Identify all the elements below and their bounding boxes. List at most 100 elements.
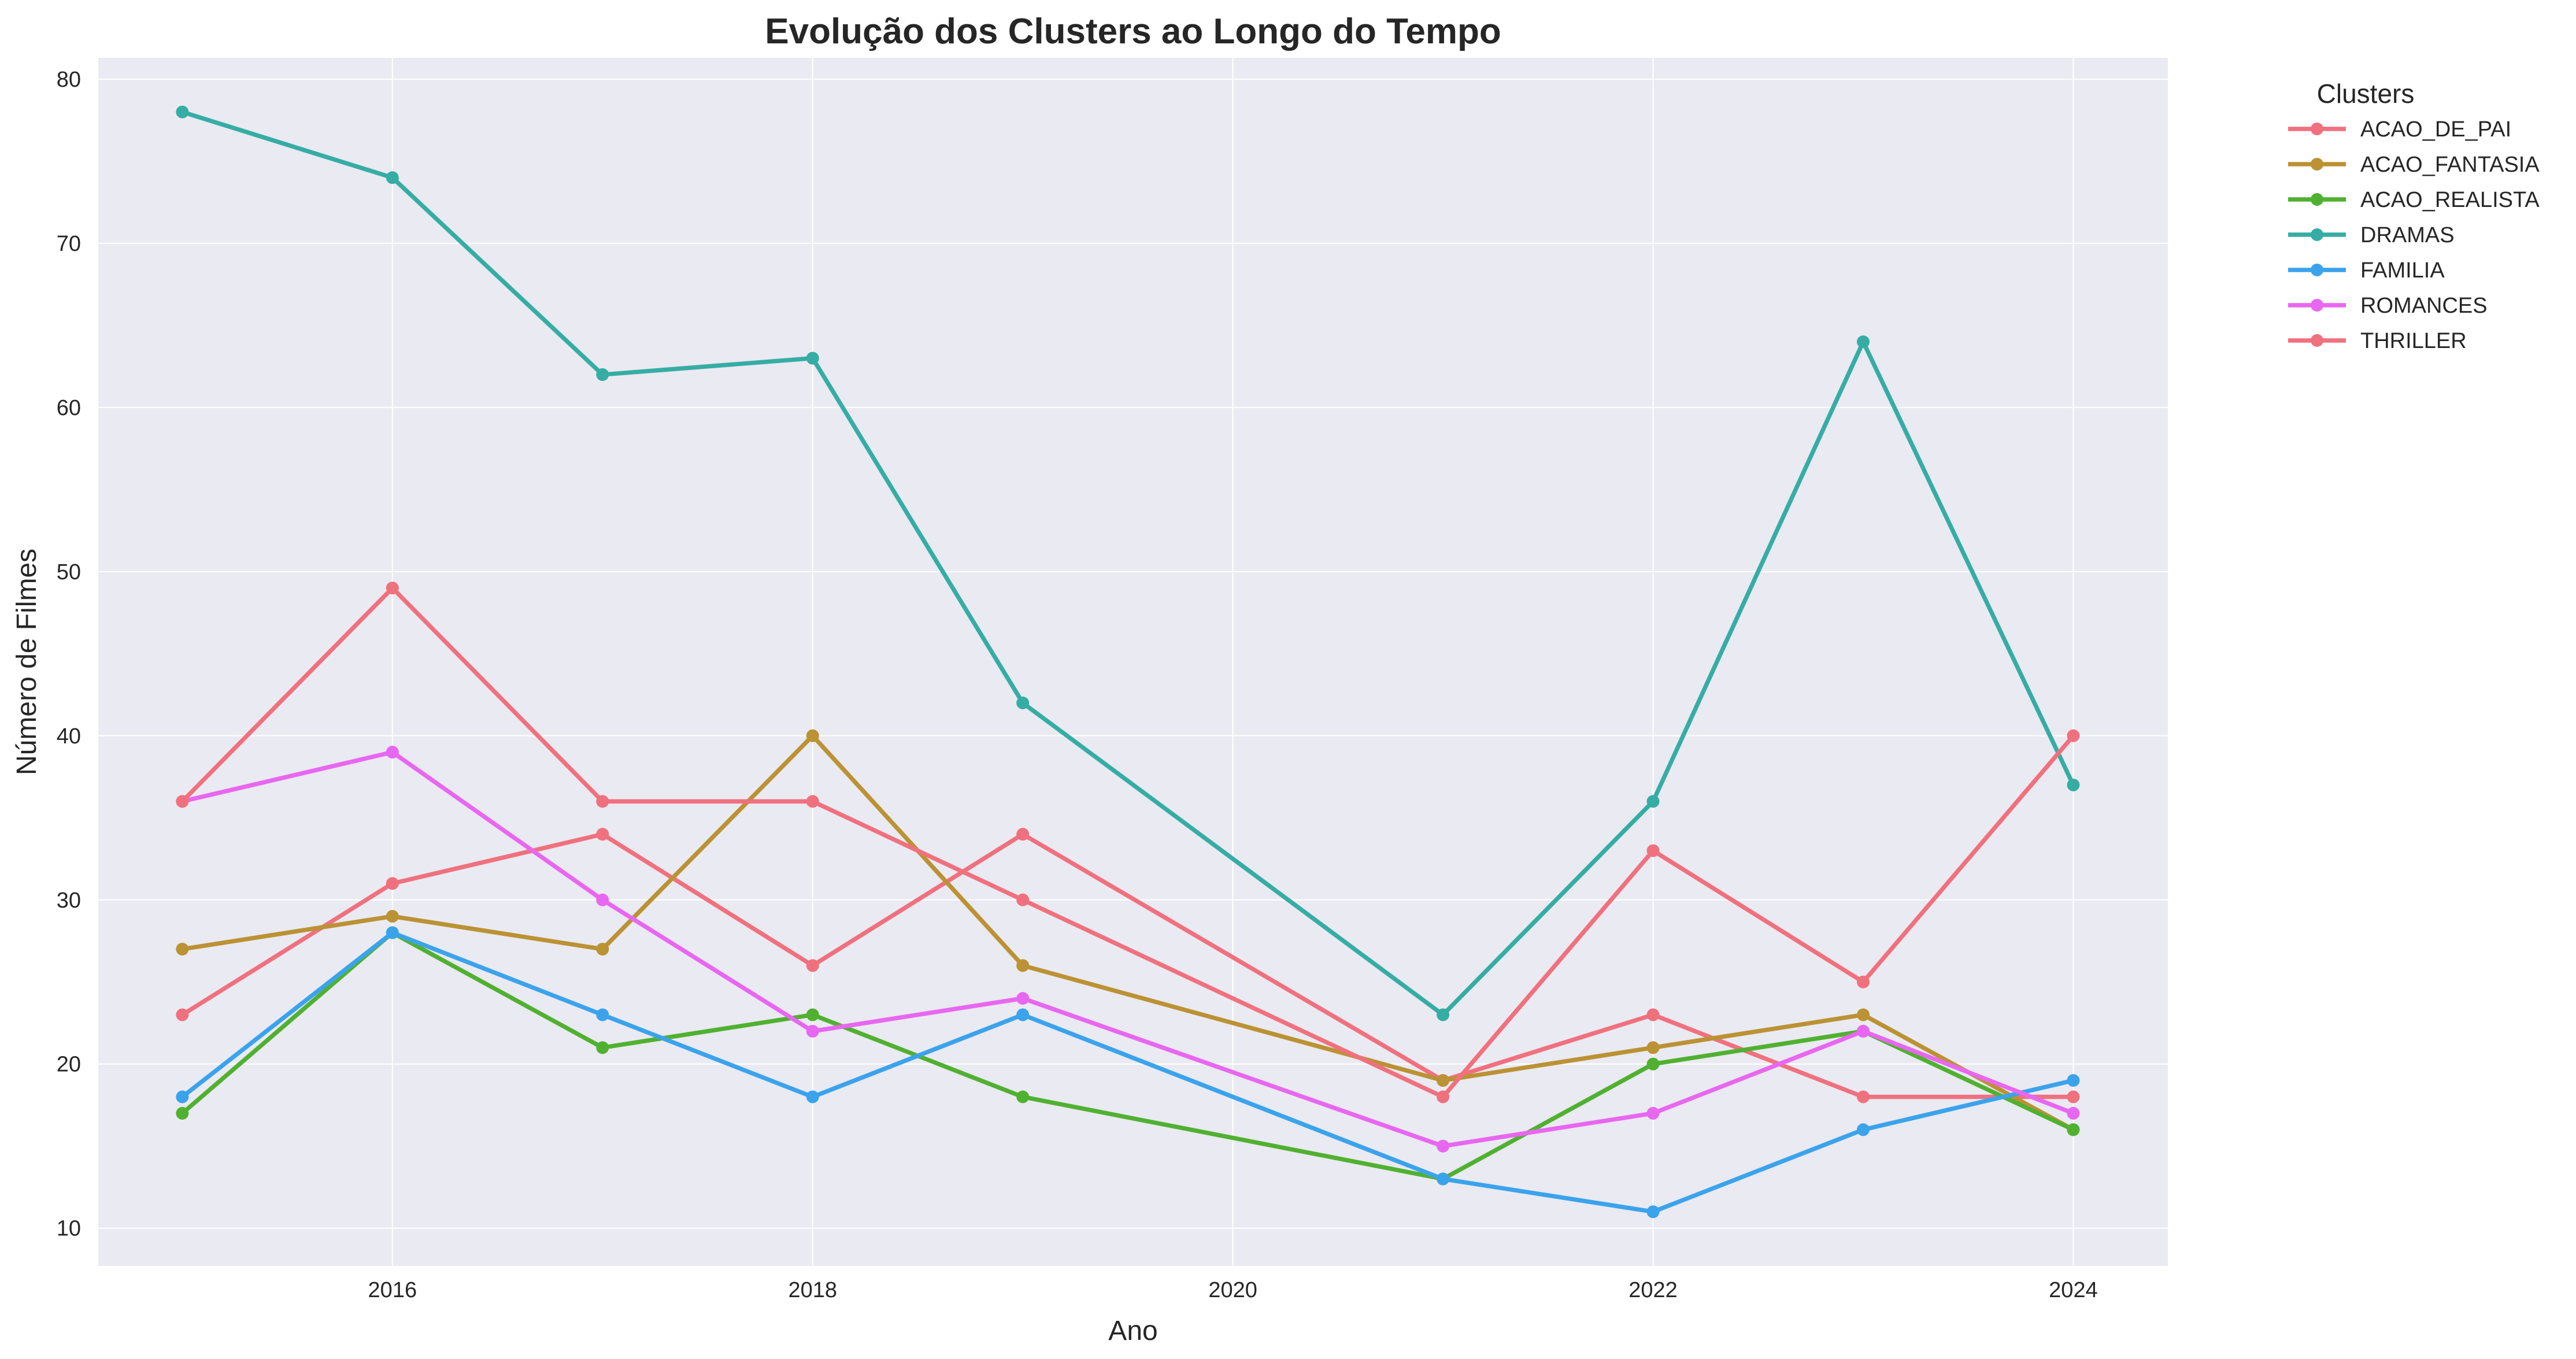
series-familia <box>176 926 2080 1219</box>
legend-label: ACAO_REALISTA <box>2360 188 2540 212</box>
data-point <box>1016 1008 1030 1021</box>
data-point <box>596 893 609 906</box>
legend-item: ACAO_DE_PAI <box>2288 117 2511 142</box>
data-point <box>1856 1008 1870 1021</box>
y-tick-label: 40 <box>57 724 81 749</box>
data-point <box>1646 1041 1660 1054</box>
series-thriller <box>176 582 2080 1104</box>
y-tick-label: 50 <box>57 560 81 584</box>
legend-marker <box>2311 228 2323 241</box>
legend-label: ROMANCES <box>2360 294 2488 318</box>
y-tick-label: 70 <box>57 232 81 256</box>
legend-label: ACAO_FANTASIA <box>2360 153 2540 177</box>
legend: Clusters ACAO_DE_PAI ACAO_FANTASIA ACAO_RE… <box>2288 79 2540 353</box>
data-point <box>1437 1074 1450 1087</box>
data-point <box>806 959 819 972</box>
data-point <box>596 795 609 808</box>
data-point <box>1856 1024 1870 1038</box>
y-tick-label: 30 <box>57 888 81 913</box>
legend-marker <box>2311 123 2323 135</box>
data-point <box>176 105 189 119</box>
data-point <box>176 942 189 956</box>
data-point <box>386 910 399 923</box>
data-point <box>806 729 819 742</box>
y-tick-label: 80 <box>57 68 81 92</box>
plot-area <box>98 58 2168 1266</box>
data-point <box>2067 1123 2080 1136</box>
x-tick-label: 2020 <box>1208 1278 1257 1302</box>
x-tick-label: 2024 <box>2049 1278 2098 1302</box>
series-acao-de-pai <box>176 828 2080 1104</box>
data-point <box>1437 1090 1450 1104</box>
data-point <box>1437 1008 1450 1021</box>
x-tick-label: 2016 <box>368 1278 417 1302</box>
data-point <box>1856 1090 1870 1104</box>
legend-title: Clusters <box>2317 79 2415 109</box>
legend-marker <box>2311 264 2323 276</box>
x-tick-label: 2018 <box>788 1278 837 1302</box>
y-tick-label: 10 <box>57 1217 81 1241</box>
legend-item: DRAMAS <box>2288 223 2455 247</box>
data-point <box>176 795 189 808</box>
data-point <box>806 1090 819 1104</box>
tick-labels: 2016 2018 2020 2022 2024 10 20 30 40 50 60 70 80 <box>57 68 2098 1302</box>
data-point <box>386 582 399 595</box>
data-point <box>1016 828 1030 841</box>
legend-label: ACAO_DE_PAI <box>2360 117 2511 142</box>
data-point <box>1646 1008 1660 1021</box>
data-point <box>176 1090 189 1104</box>
legend-marker <box>2311 158 2323 171</box>
data-point <box>1856 975 1870 988</box>
data-point <box>1016 1090 1030 1104</box>
data-point <box>596 368 609 382</box>
data-point <box>386 926 399 939</box>
data-point <box>2067 1090 2080 1104</box>
data-point <box>2067 729 2080 742</box>
data-point <box>806 1008 819 1021</box>
data-point <box>1856 1123 1870 1136</box>
x-tick-label: 2022 <box>1628 1278 1678 1302</box>
y-axis-label: Número de Filmes <box>12 549 42 775</box>
data-point <box>596 828 609 841</box>
data-point <box>2067 1074 2080 1087</box>
data-point <box>1646 844 1660 857</box>
data-point <box>1016 696 1030 709</box>
data-point <box>386 171 399 184</box>
data-point <box>806 795 819 808</box>
data-point <box>1646 795 1660 808</box>
data-point <box>1016 959 1030 972</box>
legend-item: ROMANCES <box>2288 294 2488 318</box>
data-point <box>1016 893 1030 906</box>
data-point <box>176 1008 189 1021</box>
data-point <box>2067 778 2080 791</box>
data-point <box>176 1106 189 1120</box>
series-lines <box>176 105 2080 1219</box>
data-point <box>596 1008 609 1021</box>
y-tick-label: 60 <box>57 396 81 420</box>
legend-marker <box>2311 299 2323 312</box>
legend-item: ACAO_FANTASIA <box>2288 153 2540 177</box>
data-point <box>1646 1057 1660 1071</box>
grid <box>98 58 2168 1266</box>
data-point <box>1016 992 1030 1005</box>
data-point <box>596 1041 609 1054</box>
data-point <box>1437 1172 1450 1186</box>
data-point <box>806 351 819 365</box>
data-point <box>1646 1205 1660 1219</box>
legend-item: ACAO_REALISTA <box>2288 188 2540 212</box>
data-point <box>386 746 399 759</box>
legend-marker <box>2311 193 2323 206</box>
data-point <box>596 942 609 956</box>
legend-label: DRAMAS <box>2360 223 2455 247</box>
legend-item: FAMILIA <box>2288 258 2445 283</box>
y-tick-label: 20 <box>57 1053 81 1077</box>
data-point <box>1646 1106 1660 1120</box>
series-dramas <box>176 105 2080 1021</box>
legend-item: THRILLER <box>2288 329 2467 353</box>
data-point <box>806 1024 819 1038</box>
chart-title: Evolução dos Clusters ao Longo do Tempo <box>765 12 1501 51</box>
data-point <box>1437 1139 1450 1153</box>
data-point <box>2067 1106 2080 1120</box>
